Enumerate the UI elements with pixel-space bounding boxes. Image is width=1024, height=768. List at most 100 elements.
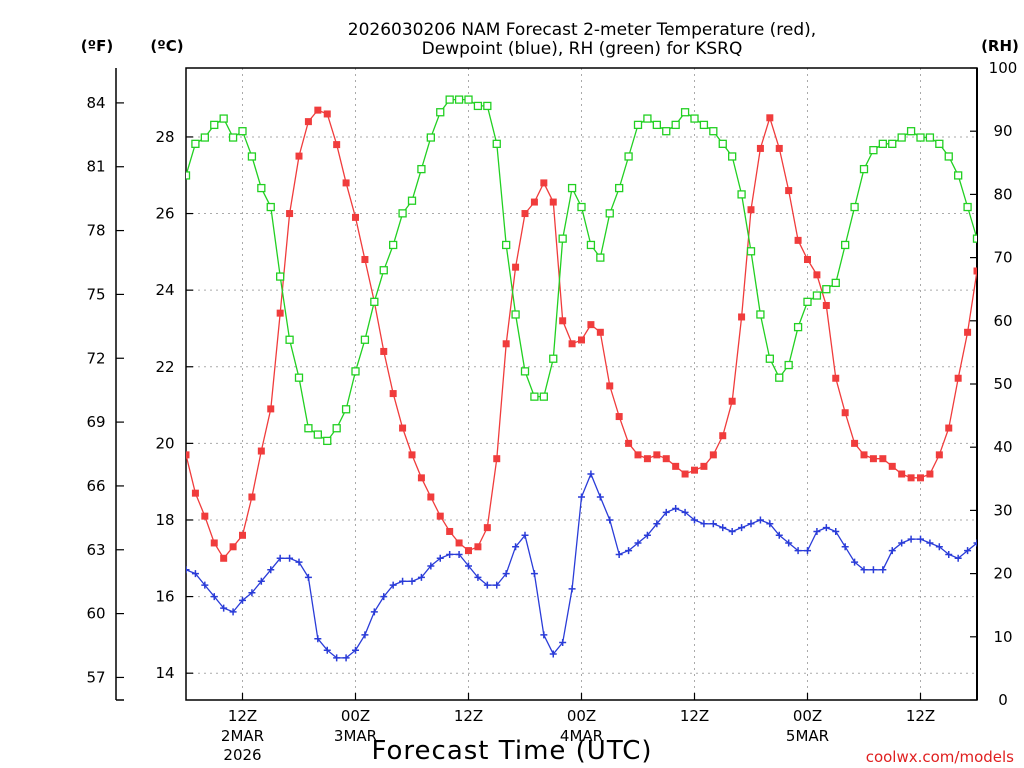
rh-point-9 [210,120,219,130]
2-meter-temperature-point-19 [304,118,312,126]
dewpoint-point-11 [229,608,237,616]
tick-label-x-12: 12Z [228,707,257,725]
dewpoint-point-50 [596,493,604,501]
rh-point-48 [577,202,586,212]
rh-point-10 [219,114,228,123]
rh-point-67 [756,310,765,319]
rh-point-33 [436,108,445,117]
rh-point-26 [370,297,379,306]
2-meter-temperature-point-34 [446,527,454,535]
2-meter-temperature-point-14 [257,447,265,455]
dewpoint-point-16 [276,554,284,562]
rh-point-14 [257,183,266,193]
2-meter-temperature-point-39 [493,455,501,463]
dewpoint-point-40 [502,570,510,578]
rh-point-18 [294,373,304,382]
2-meter-temperature-point-33 [436,512,444,520]
tick-label-x-48: 00Z [567,707,596,725]
dewpoint-point-90 [973,539,977,547]
rh-point-55 [643,114,652,123]
rh-point-29 [398,209,407,218]
celsius-axis: 14 16 18 20 22 24 26 28 [155,128,193,682]
chart-title-line1: 2026030206 NAM Forecast 2-meter Temperat… [348,20,816,40]
dewpoint-point-32 [427,562,435,570]
2-meter-temperature-point-69 [775,144,783,152]
2-meter-temperature-point-6 [186,451,190,459]
dewpoint-point-88 [954,554,962,562]
dewpoint-point-13 [248,589,256,597]
dewpoint-point-33 [436,554,444,562]
rh-point-66 [746,247,756,256]
2-meter-temperature-point-37 [474,543,482,551]
dewpoint-point-6 [186,566,190,574]
dewpoint-point-36 [465,562,472,570]
tick-label-rh-50: 50 [993,375,1012,393]
2-meter-temperature-point-45 [549,198,557,206]
2-meter-temperature-point-64 [728,397,736,405]
dewpoint-point-44 [540,631,548,639]
tick-label-rh-80: 80 [993,185,1012,203]
dewpoint-point-73 [813,527,821,535]
rh-point-87 [944,152,953,161]
2-meter-temperature-point-40 [502,340,510,348]
rh-point-51 [605,209,614,218]
dewpoint-point-43 [530,570,538,578]
rh-point-41 [511,310,520,319]
dewpoint-point-80 [879,566,887,574]
2-meter-temperature-point-11 [229,543,237,551]
plot-frame [185,67,978,701]
dewpoint-point-38 [483,581,491,589]
2-meter-temperature-point-28 [389,390,397,398]
rh-point-15 [266,202,275,212]
rh-point-74 [822,285,831,294]
tick-year-x-12: 2026 [223,746,261,764]
dewpoint-point-22 [333,654,341,662]
dewpoint-point-70 [785,539,793,547]
2-meter-temperature-point-31 [417,474,425,482]
rh-point-62 [709,127,718,136]
2-meter-temperature-point-80 [879,455,887,463]
2-meter-temperature-point-85 [926,470,934,478]
dewpoint-point-68 [766,520,774,528]
2-meter-temperature-point-89 [964,328,972,336]
rh-point-60 [690,114,699,123]
tick-label-f-84: 84 [86,94,105,112]
rh-point-52 [615,183,624,193]
dewpoint-point-10 [220,604,228,612]
2-meter-temperature-point-25 [361,256,369,264]
dewpoint-point-37 [474,573,482,581]
2-meter-temperature-point-61 [700,462,708,470]
2-meter-temperature-point-87 [945,424,953,432]
2-meter-temperature-point-60 [691,466,698,474]
2-meter-temperature-point-72 [804,256,811,264]
2-meter-temperature-point-47 [568,340,576,348]
tick-label-x-84: 12Z [906,707,935,725]
2-meter-temperature-point-8 [201,512,209,520]
rh-point-83 [906,127,916,136]
rh-point-40 [502,240,511,250]
dewpoint-point-42 [521,531,529,539]
dewpoint-point-64 [728,527,736,535]
rh-point-44 [539,392,548,401]
2-meter-temperature-point-35 [455,539,463,547]
rh-point-77 [850,202,859,212]
rh-point-32 [426,133,435,142]
rh-point-49 [586,240,596,250]
2-meter-temperature-point-36 [465,547,472,555]
2-meter-temperature-point-55 [643,455,651,463]
x-axis-label: Forecast Time (UTC) [371,736,652,766]
dewpoint-point-19 [304,573,312,581]
tick-label-f-75: 75 [86,285,105,303]
dewpoint-point-56 [653,520,661,528]
rh-point-35 [454,95,464,104]
2-meter-temperature-point-51 [606,382,614,390]
dewpoint-point-75 [832,527,840,535]
rh-point-81 [888,139,897,148]
rh-point-54 [633,120,643,130]
dewpoint-point-59 [681,508,689,516]
dewpoint-point-14 [257,577,265,585]
rh-point-11 [228,133,238,142]
dewpoint-point-69 [775,531,783,539]
2-meter-temperature-point-43 [530,198,538,206]
dewpoint-point-46 [559,639,567,647]
